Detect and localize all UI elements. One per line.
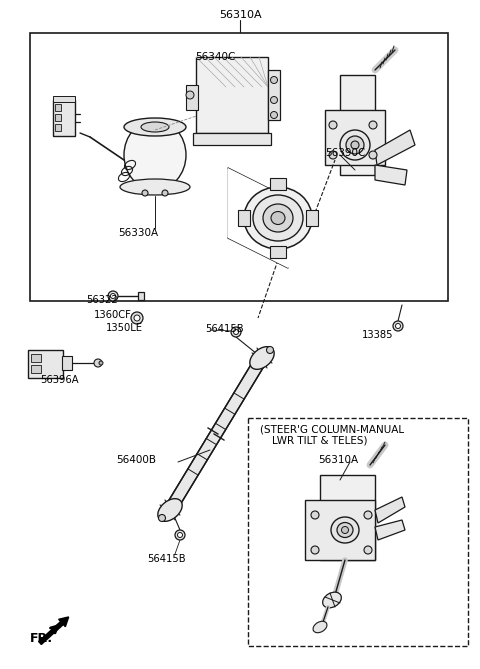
Circle shape xyxy=(271,76,277,84)
Bar xyxy=(325,110,385,165)
Text: 56396A: 56396A xyxy=(40,375,79,385)
Circle shape xyxy=(186,91,194,99)
Circle shape xyxy=(162,190,168,196)
Polygon shape xyxy=(375,165,407,185)
Text: (STEER'G COLUMN-MANUAL: (STEER'G COLUMN-MANUAL xyxy=(260,424,404,434)
Text: 1350LE: 1350LE xyxy=(106,323,143,333)
Bar xyxy=(306,210,318,226)
Bar xyxy=(248,418,468,646)
Circle shape xyxy=(94,359,102,367)
Text: 1360CF: 1360CF xyxy=(94,310,132,320)
Bar xyxy=(31,365,41,373)
Ellipse shape xyxy=(263,204,293,232)
Bar xyxy=(270,246,286,258)
Text: FR.: FR. xyxy=(30,632,53,645)
Bar xyxy=(196,57,268,133)
Polygon shape xyxy=(165,355,267,513)
Text: 56340C: 56340C xyxy=(195,52,235,62)
Bar xyxy=(62,356,72,370)
Ellipse shape xyxy=(124,120,186,190)
Bar xyxy=(320,475,375,560)
Circle shape xyxy=(231,327,241,337)
Circle shape xyxy=(142,190,148,196)
Text: 56390C: 56390C xyxy=(325,148,365,158)
Polygon shape xyxy=(228,168,308,268)
Bar xyxy=(270,178,286,190)
Text: 56415B: 56415B xyxy=(205,324,244,334)
Bar xyxy=(138,292,144,300)
Ellipse shape xyxy=(124,118,186,136)
Ellipse shape xyxy=(323,592,341,608)
Text: LWR TILT & TELES): LWR TILT & TELES) xyxy=(272,435,368,445)
Ellipse shape xyxy=(141,122,169,132)
Circle shape xyxy=(393,321,403,331)
Bar xyxy=(238,210,250,226)
Circle shape xyxy=(131,312,143,324)
Circle shape xyxy=(329,151,337,159)
Polygon shape xyxy=(375,520,405,540)
Bar xyxy=(55,114,61,121)
Circle shape xyxy=(396,324,400,328)
Bar xyxy=(186,85,198,110)
Circle shape xyxy=(134,315,140,321)
Ellipse shape xyxy=(313,622,327,633)
Circle shape xyxy=(369,151,377,159)
Bar xyxy=(55,104,61,111)
Circle shape xyxy=(369,121,377,129)
FancyArrow shape xyxy=(39,617,69,644)
Ellipse shape xyxy=(340,130,370,160)
Circle shape xyxy=(311,511,319,519)
Circle shape xyxy=(364,511,372,519)
Text: 56310A: 56310A xyxy=(318,455,358,465)
Circle shape xyxy=(175,530,185,540)
Bar xyxy=(53,100,75,136)
Circle shape xyxy=(110,294,116,298)
Text: 13385: 13385 xyxy=(362,330,394,340)
Ellipse shape xyxy=(158,498,182,521)
Bar xyxy=(268,70,280,120)
Circle shape xyxy=(99,361,103,365)
Circle shape xyxy=(271,96,277,104)
Circle shape xyxy=(364,546,372,554)
Circle shape xyxy=(158,514,166,522)
Ellipse shape xyxy=(346,136,364,154)
Bar xyxy=(30,33,448,301)
Bar xyxy=(53,96,75,102)
Bar xyxy=(305,500,375,560)
Circle shape xyxy=(266,347,274,353)
Circle shape xyxy=(108,291,118,301)
Text: 56330A: 56330A xyxy=(118,228,158,238)
Ellipse shape xyxy=(253,195,303,241)
Circle shape xyxy=(178,533,182,537)
Ellipse shape xyxy=(250,347,274,369)
Bar xyxy=(193,133,271,145)
Polygon shape xyxy=(375,497,405,523)
Text: 56400B: 56400B xyxy=(116,455,156,465)
Bar xyxy=(340,75,375,175)
Text: 56322: 56322 xyxy=(86,295,118,305)
Bar xyxy=(28,350,63,378)
Circle shape xyxy=(271,112,277,118)
Circle shape xyxy=(233,330,239,334)
Ellipse shape xyxy=(331,517,359,543)
Ellipse shape xyxy=(337,522,353,537)
Bar xyxy=(55,124,61,131)
Ellipse shape xyxy=(120,179,190,195)
Text: 56310A: 56310A xyxy=(219,10,261,20)
Ellipse shape xyxy=(351,141,359,149)
Polygon shape xyxy=(375,130,415,165)
Ellipse shape xyxy=(271,211,285,225)
Circle shape xyxy=(329,121,337,129)
Ellipse shape xyxy=(341,527,348,533)
Bar xyxy=(31,354,41,362)
Circle shape xyxy=(311,546,319,554)
Ellipse shape xyxy=(244,187,312,249)
Text: 56415B: 56415B xyxy=(147,554,186,564)
